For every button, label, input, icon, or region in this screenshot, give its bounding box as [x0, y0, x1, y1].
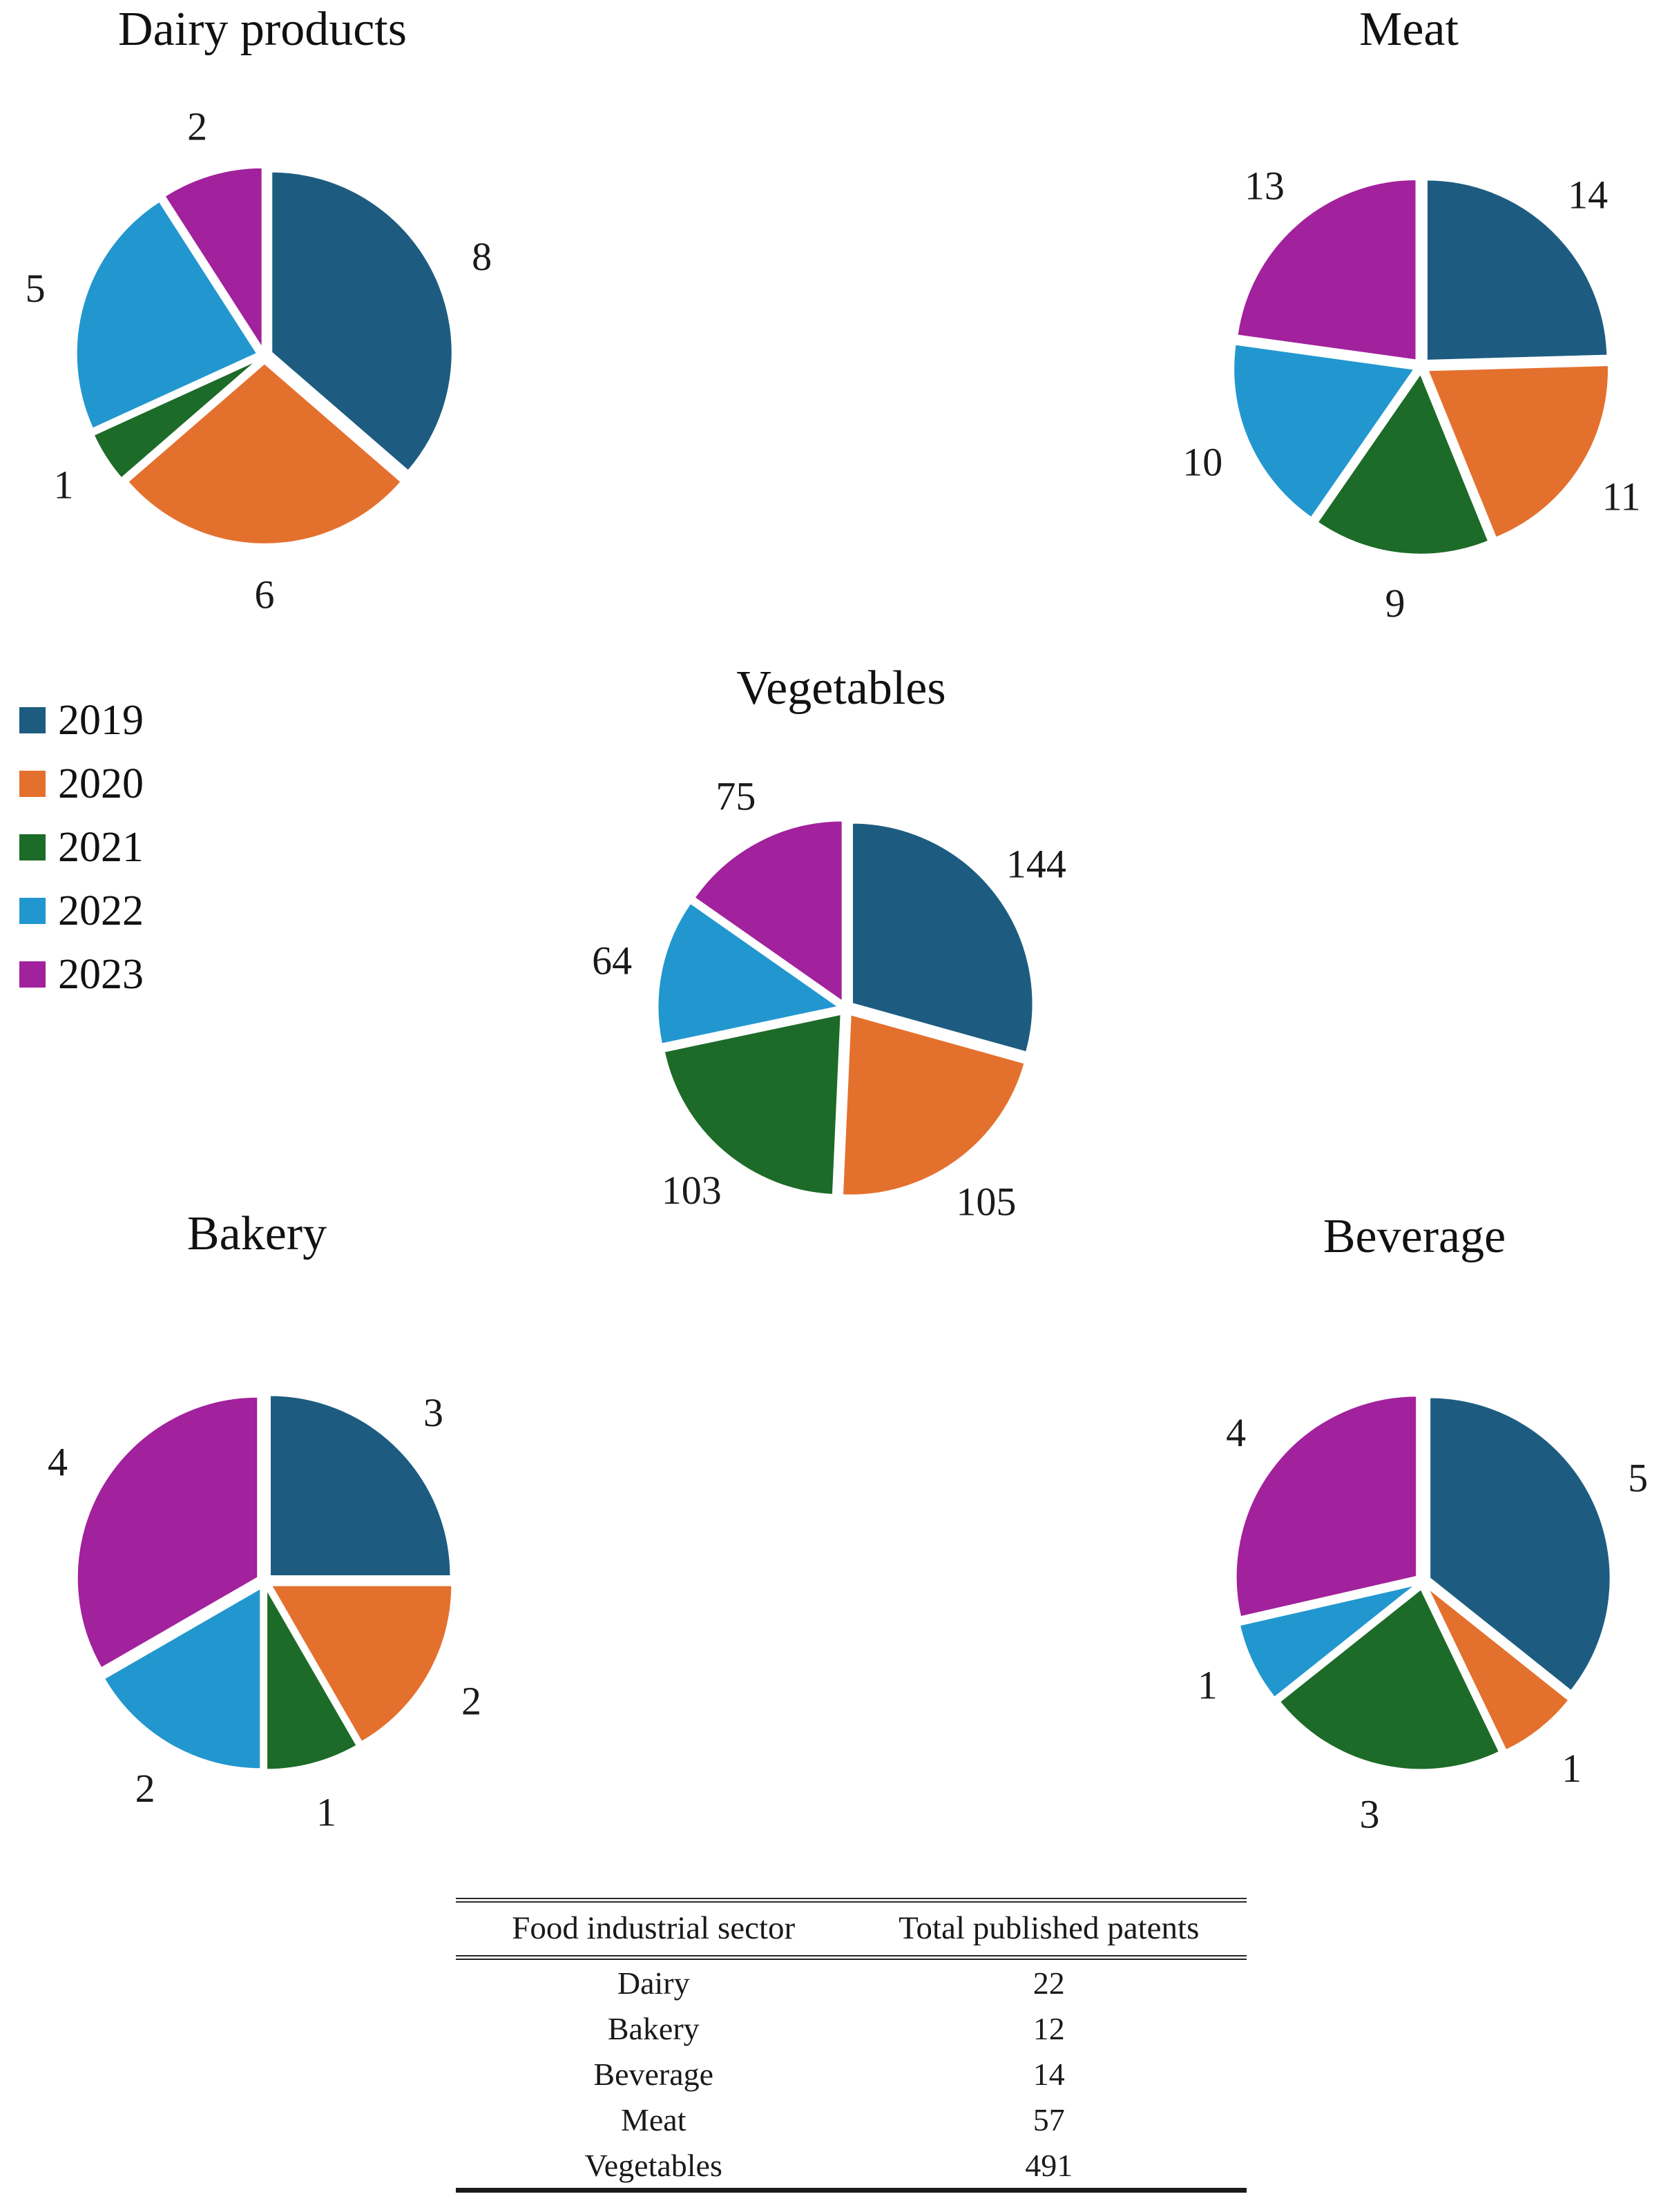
pie-slice-beverage-2023 [1235, 1394, 1418, 1618]
pie-slice-dairy-products-2023 [164, 166, 264, 349]
legend-swatch-2023 [19, 961, 46, 988]
patent-summary-table: Food industrial sector Total published p… [456, 1898, 1247, 2193]
slice-value-label-beverage-2019: 5 [1628, 1455, 1648, 1500]
slice-value-label-meat-2020: 11 [1602, 474, 1641, 519]
legend-label-2019: 2019 [58, 697, 144, 744]
pie-slice-dairy-products-2020 [126, 362, 403, 546]
slice-value-label-beverage-2021: 3 [1360, 1792, 1380, 1837]
slice-value-label-bakery-2019: 3 [423, 1390, 443, 1435]
table-cell-sector: Beverage [593, 2056, 714, 2092]
legend-label-2023: 2023 [58, 951, 144, 998]
pie-slice-meat-2020 [1426, 364, 1610, 539]
slice-value-label-meat-2019: 14 [1568, 173, 1608, 218]
slice-value-label-vegetables-2023: 75 [716, 774, 756, 819]
pie-slice-bakery-2019 [269, 1394, 452, 1577]
table-row: Bakery 12 [456, 2006, 1247, 2051]
pie-slice-beverage-2022 [1238, 1584, 1417, 1699]
legend-item-2022: 2022 [19, 889, 144, 932]
legend-item-2019: 2019 [19, 699, 144, 742]
legend-label-2020: 2020 [58, 760, 144, 807]
legend-swatch-2020 [19, 771, 46, 797]
slice-value-label-beverage-2023: 4 [1226, 1410, 1246, 1455]
slice-value-label-vegetables-2021: 103 [662, 1168, 722, 1213]
legend-item-2023: 2023 [19, 953, 144, 996]
slice-value-label-dairy-products-2022: 5 [26, 266, 46, 311]
slice-value-label-meat-2022: 10 [1182, 439, 1222, 484]
legend-label-2022: 2022 [58, 887, 144, 934]
slice-value-label-beverage-2022: 1 [1198, 1663, 1218, 1708]
pie-slice-bakery-2022 [103, 1587, 262, 1770]
pie-title-beverage: Beverage [1323, 1210, 1506, 1263]
pie-slice-meat-2019 [1425, 178, 1609, 362]
pie-title-vegetables: Vegetables [736, 662, 946, 715]
pie-meat: 14 11 9 10 13 [1182, 164, 1640, 626]
slice-value-label-vegetables-2020: 105 [956, 1180, 1016, 1224]
pie-slice-vegetables-2020 [841, 1013, 1026, 1197]
pie-slice-beverage-2020 [1426, 1586, 1570, 1751]
pie-beverage: 5 1 3 1 4 [1198, 1394, 1648, 1837]
table-row: Beverage 14 [456, 2051, 1247, 2097]
legend-item-2020: 2020 [19, 762, 144, 805]
table-cell-total: 491 [1025, 2147, 1073, 2183]
pie-slice-meat-2023 [1236, 178, 1418, 361]
table-row: Meat 57 [456, 2097, 1247, 2142]
pie-slice-vegetables-2019 [851, 822, 1034, 1053]
pie-vegetables: 144 105 103 64 75 [592, 774, 1066, 1224]
table-cell-total: 12 [1033, 2010, 1065, 2046]
pie-slice-bakery-2020 [270, 1584, 453, 1743]
pie-slice-meat-2022 [1232, 343, 1416, 519]
pie-slice-dairy-products-2019 [270, 171, 454, 472]
pie-slice-dairy-products-2021 [93, 358, 259, 479]
slice-value-label-dairy-products-2019: 8 [472, 234, 492, 279]
pie-slice-beverage-2021 [1278, 1588, 1501, 1771]
pie-slice-beverage-2019 [1428, 1396, 1612, 1692]
slice-value-label-bakery-2021: 1 [316, 1790, 336, 1835]
legend-label-2021: 2021 [58, 824, 144, 871]
pie-slice-vegetables-2023 [693, 819, 844, 1003]
slice-value-label-dairy-products-2020: 6 [255, 572, 275, 617]
table-row: Dairy 22 [456, 1958, 1247, 2006]
year-legend: 2019 2020 2021 2022 2023 [19, 699, 144, 1017]
table-cell-sector: Dairy [617, 1965, 690, 2001]
legend-swatch-2019 [19, 707, 46, 733]
pie-bakery: 3 2 1 2 4 [48, 1390, 481, 1835]
pie-slice-vegetables-2022 [656, 902, 840, 1046]
pie-title-meat: Meat [1359, 3, 1459, 56]
legend-swatch-2022 [19, 898, 46, 924]
table-cell-sector: Meat [620, 2102, 687, 2137]
table-header-sector: Food industrial sector [456, 1900, 852, 1960]
table-header-row: Food industrial sector Total published p… [456, 1900, 1247, 1960]
table-cell-total: 57 [1033, 2102, 1065, 2137]
legend-item-2021: 2021 [19, 826, 144, 869]
pie-slice-bakery-2021 [265, 1588, 358, 1771]
pie-slice-dairy-products-2022 [75, 200, 258, 430]
pie-slice-vegetables-2021 [663, 1013, 843, 1196]
pie-slice-bakery-2023 [76, 1396, 259, 1669]
slice-value-label-beverage-2020: 1 [1562, 1746, 1582, 1791]
table-cell-sector: Bakery [607, 2010, 700, 2046]
slice-value-label-bakery-2022: 2 [135, 1766, 155, 1811]
pie-slice-meat-2021 [1316, 372, 1490, 556]
table-cell-total: 22 [1033, 1965, 1065, 2001]
slice-value-label-meat-2021: 9 [1385, 581, 1405, 626]
table-row: Vegetables 491 [456, 2142, 1247, 2191]
pie-title-bakery: Bakery [186, 1207, 327, 1260]
slice-value-label-vegetables-2019: 144 [1006, 841, 1066, 886]
slice-value-label-bakery-2023: 4 [48, 1440, 68, 1485]
slice-value-label-dairy-products-2021: 1 [54, 462, 74, 507]
table-cell-total: 14 [1033, 2056, 1065, 2092]
pie-title-dairy: Dairy products [118, 3, 407, 56]
pie-dairy-products: 8 6 1 5 2 [26, 104, 492, 617]
slice-value-label-vegetables-2022: 64 [592, 938, 632, 983]
slice-value-label-meat-2023: 13 [1245, 164, 1285, 209]
slice-value-label-dairy-products-2023: 2 [187, 104, 207, 149]
legend-swatch-2021 [19, 834, 46, 860]
slice-value-label-bakery-2020: 2 [461, 1678, 481, 1723]
table-header-total: Total published patents [851, 1900, 1247, 1960]
table-cell-sector: Vegetables [584, 2147, 722, 2183]
